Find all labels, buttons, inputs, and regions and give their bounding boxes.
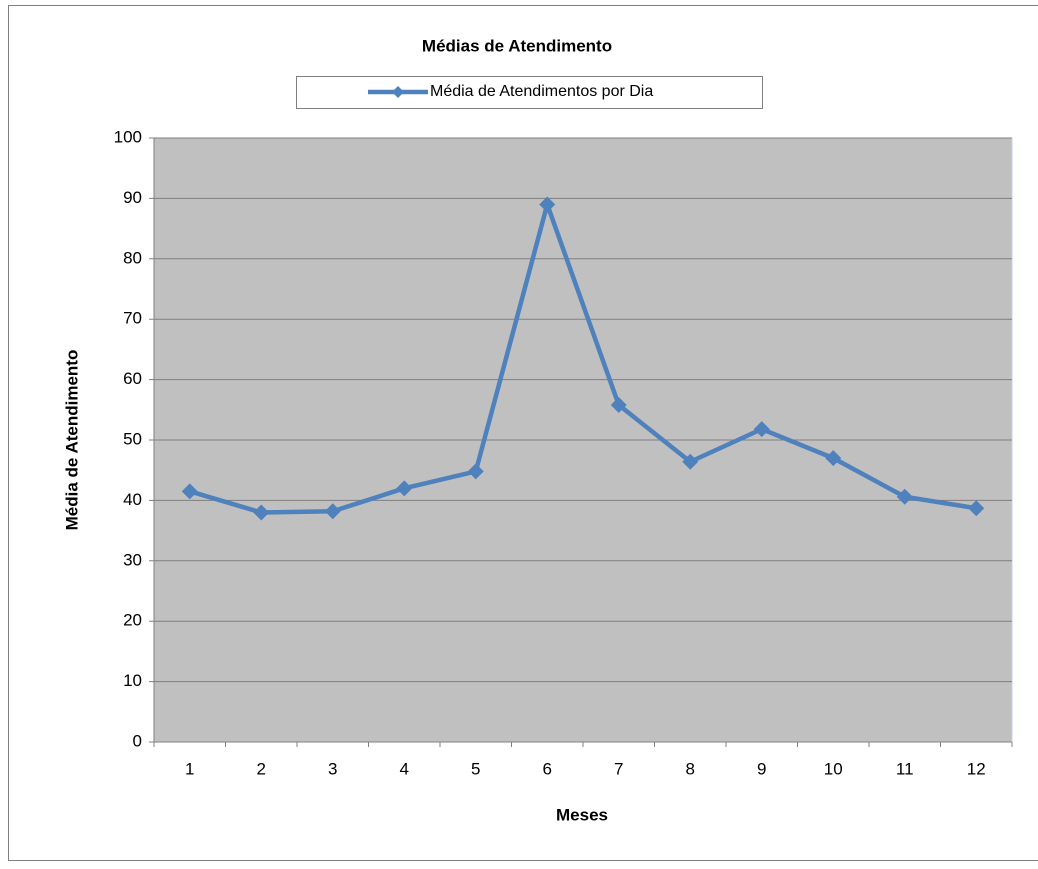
marker	[181, 483, 198, 500]
marker	[396, 480, 413, 497]
marker	[610, 396, 627, 413]
y-tick-label: 40	[123, 490, 142, 509]
marker	[825, 450, 842, 467]
y-tick-label: 10	[123, 671, 142, 690]
chart-title: Médias de Atendimento	[422, 36, 612, 55]
y-tick-label: 100	[114, 127, 142, 146]
x-tick-label: 9	[757, 759, 766, 778]
x-tick-label: 4	[400, 759, 409, 778]
x-tick-label: 7	[614, 759, 623, 778]
marker	[682, 453, 699, 470]
x-tick-label: 1	[185, 759, 194, 778]
y-tick-label: 30	[123, 550, 142, 569]
y-tick-label: 80	[123, 248, 142, 267]
legend-label: Média de Atendimentos por Dia	[430, 83, 653, 100]
x-tick-label: 2	[257, 759, 266, 778]
x-tick-label: 10	[824, 759, 843, 778]
y-tick-label: 0	[133, 731, 142, 750]
marker	[539, 196, 556, 213]
marker	[753, 421, 770, 438]
marks: Média de Atendimentos por Dia	[181, 83, 985, 521]
y-tick-label: 20	[123, 611, 142, 630]
marker	[968, 500, 985, 517]
x-tick-label: 5	[471, 759, 480, 778]
x-tick-label: 8	[686, 759, 695, 778]
marker	[467, 463, 484, 480]
x-tick-label: 12	[967, 759, 986, 778]
marker	[324, 503, 341, 520]
legend-marker	[392, 86, 404, 98]
marker	[253, 504, 270, 521]
series-line	[189, 202, 977, 515]
y-axis-label: Média de Atendimento	[62, 350, 81, 531]
x-tick-label: 11	[896, 759, 914, 778]
x-tick-label: 3	[328, 759, 337, 778]
y-tick-label: 50	[123, 429, 142, 448]
marker	[896, 488, 913, 505]
y-tick-label: 70	[123, 309, 142, 328]
x-axis-label: Meses	[556, 805, 608, 824]
x-tick-label: 6	[543, 759, 552, 778]
y-tick-label: 90	[123, 188, 142, 207]
y-tick-label: 60	[123, 369, 142, 388]
